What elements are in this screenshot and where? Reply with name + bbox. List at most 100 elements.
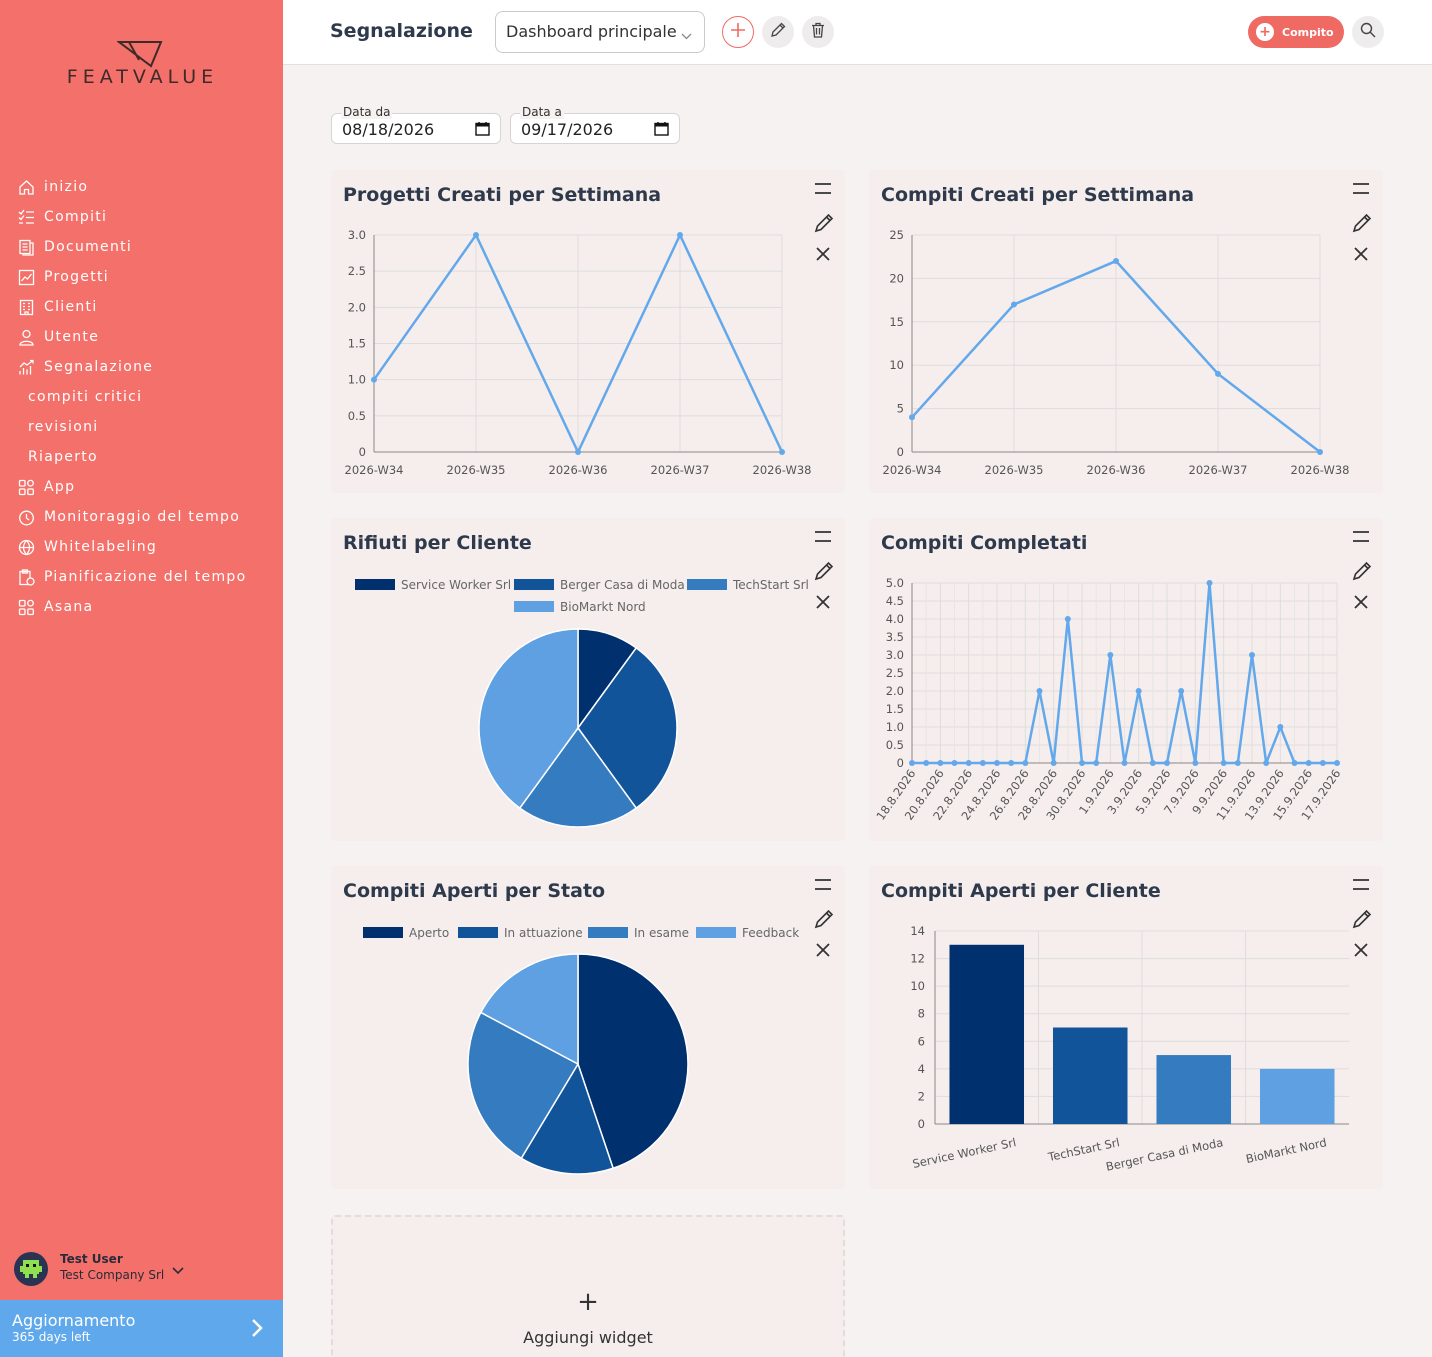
sidebar-item-inizio[interactable]: inizio	[0, 172, 283, 202]
pencil-icon[interactable]	[1351, 560, 1373, 584]
date-from-field[interactable]: Data da 08/18/2026	[331, 105, 501, 144]
y-tick-label: 4	[918, 1062, 925, 1076]
sidebar-item-progetti[interactable]: Progetti	[0, 262, 283, 292]
upgrade-banner[interactable]: Aggiornamento 365 days left	[0, 1300, 283, 1357]
menu-icon[interactable]	[813, 528, 835, 552]
menu-icon[interactable]	[1351, 528, 1373, 552]
pencil-icon[interactable]	[813, 212, 835, 236]
line-chart: 00.51.01.52.02.53.03.54.04.55.018.8.2026…	[873, 576, 1343, 823]
sidebar-item-asana[interactable]: Asana	[0, 592, 283, 622]
sidebar-item-segnalazione[interactable]: Segnalazione	[0, 352, 283, 382]
search-button[interactable]	[1352, 16, 1384, 48]
widget-title: Compiti Aperti per Stato	[343, 880, 606, 902]
date-from-label: Data da	[341, 105, 393, 119]
sidebar-item-compiti-critici[interactable]: compiti critici	[0, 382, 283, 412]
edit-dashboard-button[interactable]	[762, 16, 794, 48]
data-point	[779, 449, 785, 455]
pencil-icon[interactable]	[813, 908, 835, 932]
search-icon	[1360, 22, 1376, 42]
y-tick-label: 6	[918, 1034, 925, 1048]
bar	[1052, 1027, 1128, 1124]
widget-title: Compiti Completati	[881, 532, 1088, 554]
y-tick-label: 0.5	[886, 738, 904, 752]
sidebar-item-riaperto[interactable]: Riaperto	[0, 442, 283, 472]
sidebar-item-compiti[interactable]: Compiti	[0, 202, 283, 232]
sidebar-item-label: Progetti	[44, 269, 109, 285]
close-icon[interactable]	[1351, 592, 1373, 616]
calendar-icon[interactable]	[654, 121, 669, 140]
x-tick-label: 2026-W37	[651, 463, 710, 477]
close-icon[interactable]	[813, 592, 835, 616]
y-tick-label: 2.0	[348, 300, 366, 314]
sidebar-item-revisioni[interactable]: revisioni	[0, 412, 283, 442]
pie-chart: Service Worker Srl Berger Casa di Moda Tec…	[355, 578, 809, 828]
data-point	[1192, 760, 1199, 766]
y-tick-label: 1.0	[348, 373, 366, 387]
widget-compiti-completati: Compiti Completati 0 0.5 1.0 1.5 2.0 2.5 3.0 3.…	[869, 518, 1383, 841]
data-point	[1107, 652, 1114, 658]
sidebar-item-app[interactable]: App	[0, 472, 283, 502]
data-point	[1121, 760, 1128, 766]
bar	[949, 944, 1025, 1124]
upgrade-title: Aggiornamento	[12, 1311, 136, 1330]
menu-icon[interactable]	[1351, 876, 1373, 900]
pencil-icon[interactable]	[813, 560, 835, 584]
y-tick-label: 10	[889, 358, 904, 372]
delete-dashboard-button[interactable]	[802, 16, 834, 48]
close-icon[interactable]	[813, 940, 835, 964]
sidebar-item-clienti[interactable]: Clienti	[0, 292, 283, 322]
menu-icon[interactable]	[813, 180, 835, 204]
chart-icon	[18, 269, 35, 286]
sidebar-item-whitelabeling[interactable]: Whitelabeling	[0, 532, 283, 562]
checklist-icon	[18, 209, 35, 226]
widget-tools	[1351, 876, 1373, 972]
bar	[1259, 1068, 1335, 1124]
sidebar-item-pianificazione[interactable]: Pianificazione del tempo	[0, 562, 283, 592]
pencil-icon[interactable]	[1351, 908, 1373, 932]
close-icon[interactable]	[1351, 244, 1373, 268]
add-widget-button[interactable]: + Aggiungi widget	[331, 1215, 845, 1357]
sidebar-item-monitoraggio[interactable]: Monitoraggio del tempo	[0, 502, 283, 532]
data-point	[1093, 760, 1100, 766]
sidebar-item-label: Whitelabeling	[44, 539, 158, 555]
chevron-down-icon[interactable]	[172, 1260, 184, 1279]
user-menu[interactable]: Test User Test Company Srl	[14, 1250, 274, 1290]
menu-icon[interactable]	[1351, 180, 1373, 204]
y-tick-label: 5.0	[886, 576, 904, 590]
legend-label: In esame	[634, 926, 689, 940]
x-tick-label: 2026-W37	[1189, 463, 1248, 477]
logo-text: FEATVALUE	[66, 66, 219, 88]
calendar-icon[interactable]	[475, 121, 490, 140]
x-tick-label: 2026-W35	[985, 463, 1044, 477]
widget-compiti-settimana: Compiti Creati per Settimana 0 5 10 15 20 25 2…	[869, 170, 1383, 493]
pie-slice	[479, 953, 579, 1066]
data-point	[1149, 760, 1156, 766]
sidebar-item-utente[interactable]: Utente	[0, 322, 283, 352]
add-widget-label: Aggiungi widget	[523, 1328, 653, 1347]
date-to-field[interactable]: Data a 09/17/2026	[510, 105, 680, 144]
new-task-button[interactable]: + Compito	[1248, 16, 1344, 48]
sidebar-item-label: Pianificazione del tempo	[44, 569, 247, 585]
y-tick-label: 25	[889, 228, 904, 242]
y-tick-label: 0	[918, 1117, 925, 1131]
close-icon[interactable]	[1351, 940, 1373, 964]
data-point	[1036, 688, 1043, 694]
sidebar-nav: inizio Compiti Documenti Progetti Client…	[0, 172, 283, 622]
data-point	[1291, 760, 1298, 766]
widget-title: Compiti Creati per Settimana	[881, 184, 1195, 206]
add-dashboard-button[interactable]	[722, 16, 754, 48]
menu-icon[interactable]	[813, 876, 835, 900]
legend-swatch	[458, 927, 498, 938]
line-chart: 0 0.5 1.0 1.5 2.0 2.5 3.0 2026-W34 2026-W35 2026-…	[345, 228, 812, 477]
featvalue-logo[interactable]: FEATVALUE	[55, 40, 230, 90]
pencil-icon[interactable]	[1351, 212, 1373, 236]
data-point	[1319, 760, 1326, 766]
y-tick-label: 2.5	[886, 666, 904, 680]
sidebar-item-label: Asana	[44, 599, 94, 615]
dashboard-select[interactable]: Dashboard principale	[495, 11, 705, 53]
widget-tools	[813, 876, 835, 972]
sidebar-item-documenti[interactable]: Documenti	[0, 232, 283, 262]
close-icon[interactable]	[813, 244, 835, 268]
data-point	[1220, 760, 1227, 766]
widget-title: Progetti Creati per Settimana	[343, 184, 662, 206]
